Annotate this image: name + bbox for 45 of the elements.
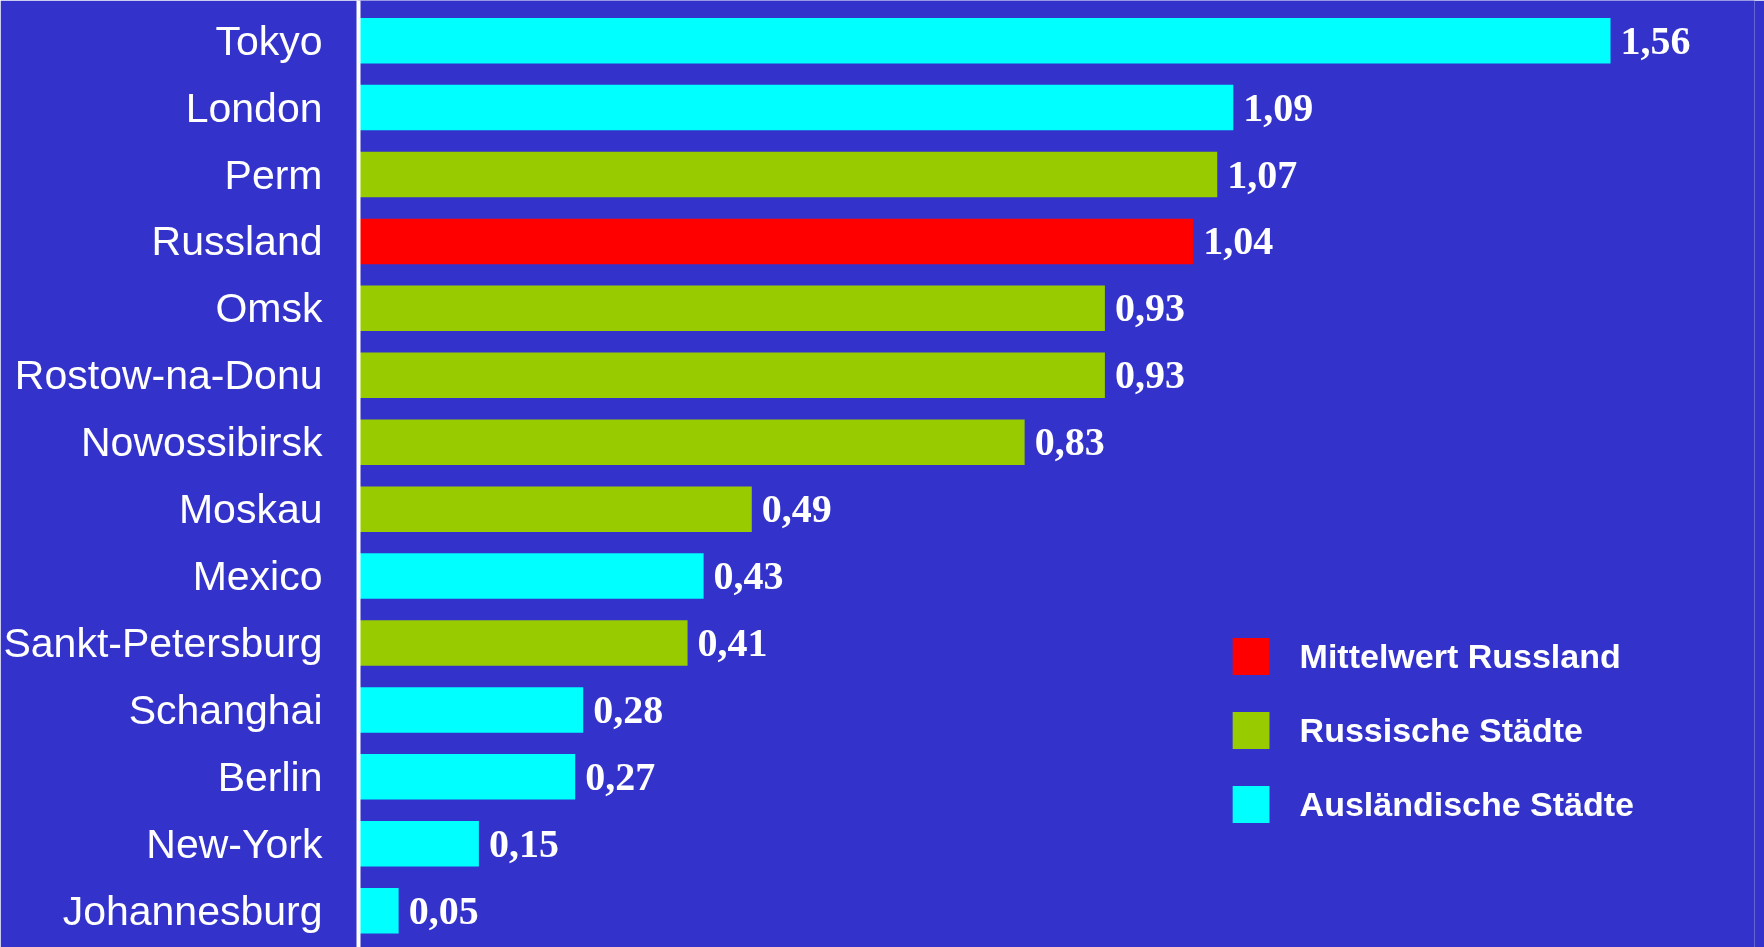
legend-label: Mittelwert Russland [1299, 636, 1621, 676]
y-tick-label: Tokyo [215, 17, 323, 64]
data-label: 1,04 [1203, 218, 1274, 264]
bar [358, 218, 1194, 265]
bar [358, 17, 1611, 64]
y-tick-label: New-York [146, 820, 323, 867]
y-tick-label: Berlin [217, 753, 323, 800]
data-label: 0,27 [585, 753, 656, 799]
data-label: 0,43 [713, 553, 784, 599]
y-tick-label: Omsk [215, 285, 323, 332]
data-label: 0,49 [761, 486, 832, 532]
data-label: 0,41 [697, 619, 768, 665]
data-label: 0,05 [408, 887, 479, 933]
bar [358, 285, 1105, 332]
y-tick-label: Moskau [178, 486, 323, 533]
bar [358, 352, 1105, 399]
legend-label: Ausländische Städte [1299, 784, 1634, 824]
bar [358, 821, 479, 867]
data-label: 0,28 [593, 686, 664, 732]
bar [358, 687, 584, 733]
data-label: 0,15 [488, 820, 559, 866]
data-label: 1,56 [1620, 17, 1691, 63]
bar [358, 151, 1218, 198]
bar [358, 553, 704, 599]
y-tick-label: Russland [151, 218, 323, 265]
y-tick-label: Perm [224, 151, 323, 198]
y-tick-label: Rostow-na-Donu [14, 352, 323, 399]
data-label: 1,09 [1243, 84, 1314, 130]
data-label: 0,93 [1114, 352, 1185, 398]
legend-label: Russische Städte [1299, 710, 1584, 750]
data-label: 0,93 [1114, 285, 1185, 331]
y-tick-label: Sankt-Petersburg [3, 619, 323, 666]
data-label: 0,83 [1034, 419, 1105, 465]
bar [358, 84, 1234, 131]
bar [358, 887, 399, 934]
y-tick-label: Nowossibirsk [81, 419, 323, 466]
y-tick-label: Schanghai [128, 686, 323, 733]
y-tick-label: Johannesburg [62, 887, 323, 934]
bar [358, 419, 1025, 465]
bar [358, 486, 752, 532]
y-tick-label: Mexico [192, 553, 323, 600]
bar [358, 754, 576, 800]
y-tick-label: London [185, 84, 323, 131]
data-label: 1,07 [1227, 151, 1298, 197]
bar [358, 620, 688, 666]
